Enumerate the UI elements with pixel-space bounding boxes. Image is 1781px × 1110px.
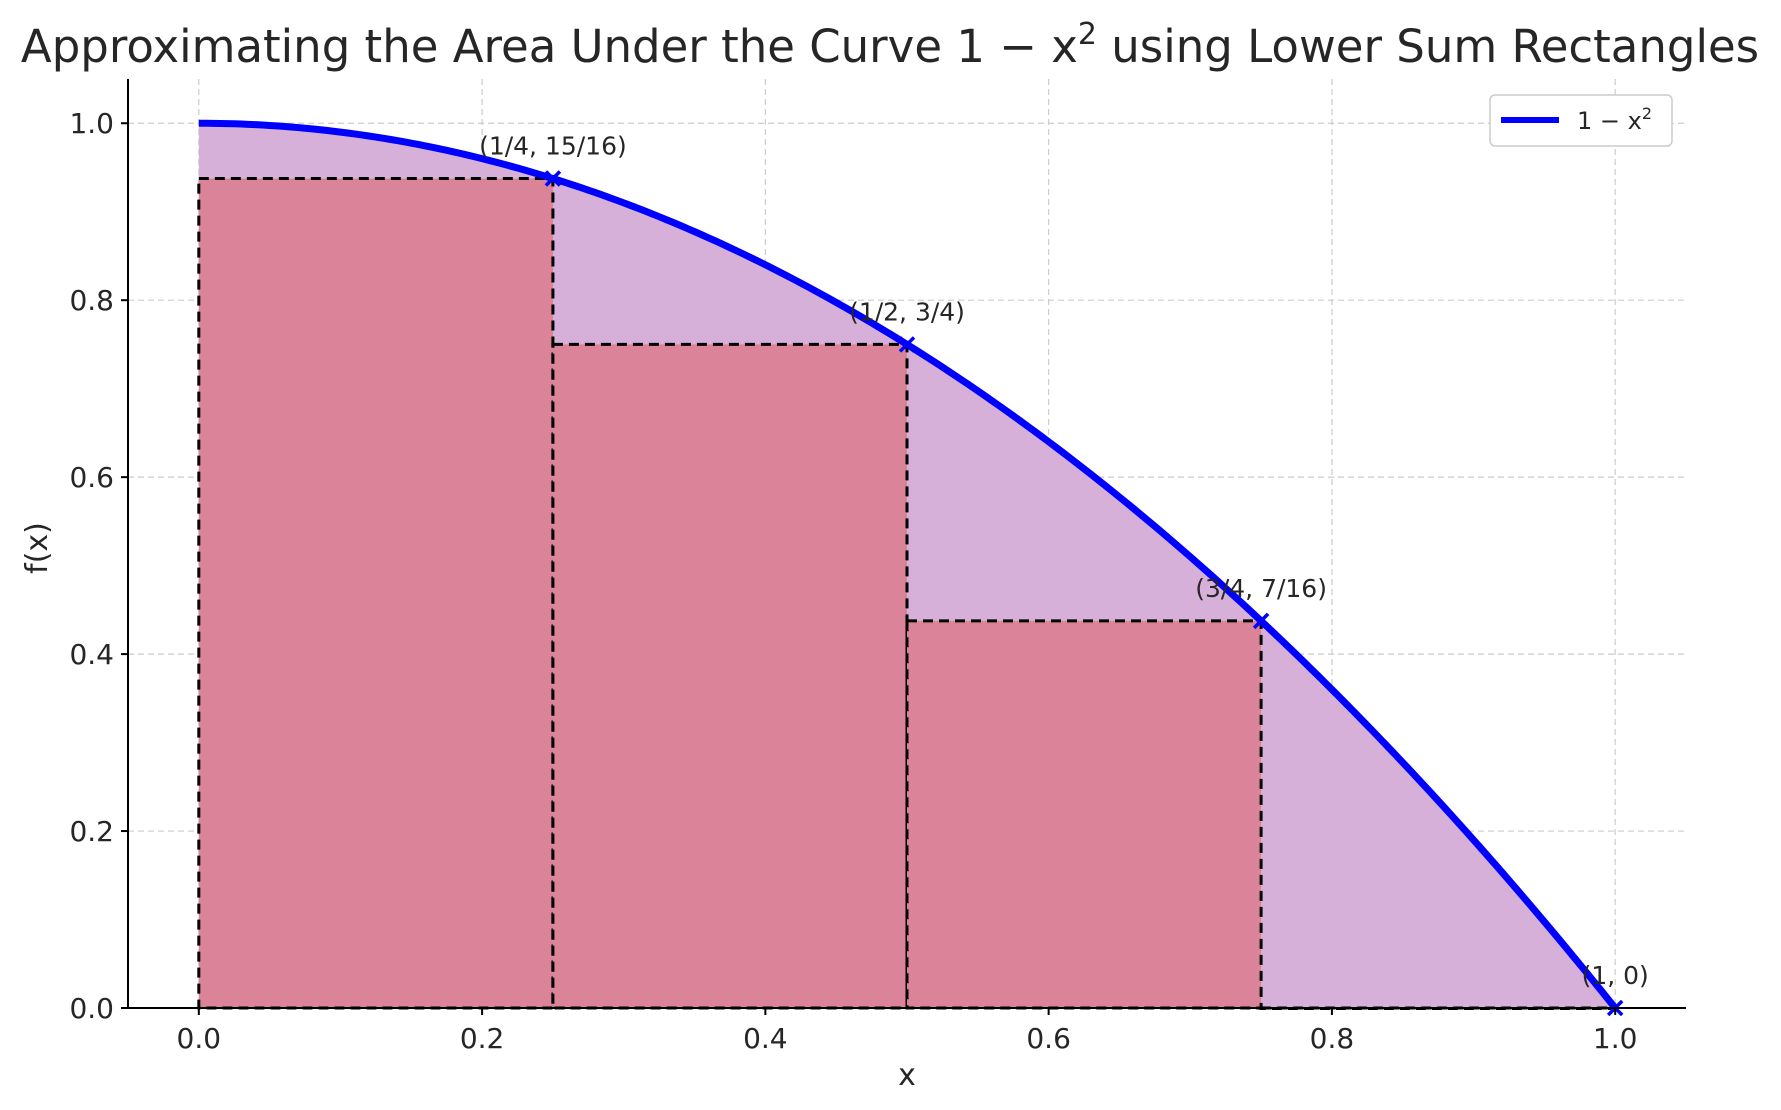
lower-sum-rect-3 [905, 619, 1263, 1010]
point-marker-3 [1252, 612, 1270, 630]
point-marker-2 [898, 336, 916, 353]
y-tick-label-3: 0.6 [69, 461, 114, 494]
x-tick-label-5: 1.0 [1593, 1022, 1638, 1055]
y-tick-label-4: 0.8 [69, 284, 114, 317]
point-label-3: (3/4, 7/16) [1195, 574, 1327, 603]
tick-labels: 0.0 0.2 0.4 0.6 0.8 1.0 0.0 0.2 0.4 0.6 0.8 1.0 [69, 107, 1637, 1055]
lower-sum-rectangles [197, 177, 1617, 1010]
legend-label: 1 − x2 [1577, 104, 1652, 135]
legend: 1 − x2 [1489, 94, 1673, 147]
x-tick-label-0: 0.0 [177, 1022, 222, 1055]
x-axis-label: x [898, 1058, 916, 1093]
y-tick-label-1: 0.2 [69, 815, 114, 848]
lower-sum-rect-1 [197, 177, 555, 1010]
point-marker-1 [544, 170, 562, 187]
chart-title: Approximating the Area Under the Curve 1… [21, 17, 1759, 73]
y-axis-label: f(x) [20, 522, 55, 574]
y-tick-label-0: 0.0 [69, 992, 114, 1025]
point-label-2: (1/2, 3/4) [849, 297, 965, 326]
axes [127, 79, 1686, 1009]
x-tick-label-4: 0.8 [1310, 1022, 1355, 1055]
x-tick-label-3: 0.6 [1026, 1022, 1071, 1055]
x-tick-label-1: 0.2 [460, 1022, 505, 1055]
lower-sum-rect-2 [551, 342, 909, 1010]
point-label-1: (1/4, 15/16) [479, 132, 627, 161]
point-label-4: (1, 0) [1582, 961, 1649, 990]
x-tick-label-2: 0.4 [743, 1022, 788, 1055]
legend-box [1489, 94, 1673, 147]
y-tick-label-2: 0.4 [69, 638, 114, 671]
y-tick-label-5: 1.0 [69, 107, 114, 140]
